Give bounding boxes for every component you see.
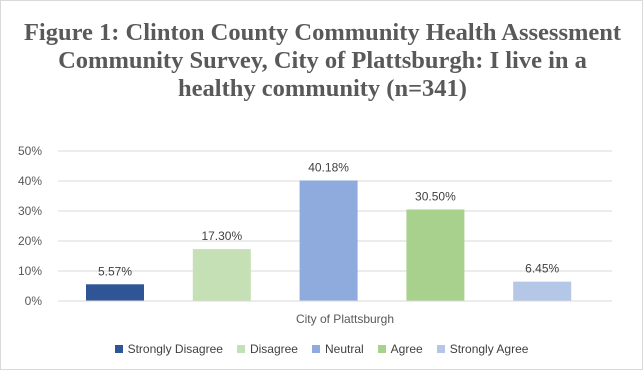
y-tick-label: 20% <box>18 234 42 248</box>
bar-agree <box>406 209 465 301</box>
legend-swatch <box>377 345 386 353</box>
bar-strongly-agree <box>513 281 572 301</box>
chart-title: Figure 1: Clinton County Community Healt… <box>23 19 622 102</box>
legend-label: Neutral <box>324 342 364 356</box>
y-tick-label: 50% <box>18 144 42 158</box>
legend-label: Agree <box>390 342 423 356</box>
legend-item: Agree <box>377 342 423 356</box>
x-tick-label: City of Plattsburgh <box>296 312 394 326</box>
data-labels: 5.57% 17.30% 40.18% 30.50% 6.45% <box>98 160 560 278</box>
bar-strongly-disagree <box>86 284 144 301</box>
legend-swatch <box>436 345 445 353</box>
legend-label: Disagree <box>249 342 298 356</box>
y-tick-label: 10% <box>18 264 42 278</box>
legend-label: Strongly Agree <box>449 342 529 356</box>
legend-swatch <box>311 345 320 353</box>
y-tick-label: 40% <box>18 174 42 188</box>
y-tick-label: 30% <box>18 204 42 218</box>
y-tick-label: 0% <box>25 294 43 308</box>
x-axis: City of Plattsburgh <box>58 300 612 326</box>
legend-item: Strongly Disagree <box>114 342 223 356</box>
bar-neutral <box>299 180 358 301</box>
legend-item: Neutral <box>311 342 364 356</box>
data-label: 30.50% <box>415 190 456 204</box>
legend-item: Strongly Agree <box>436 342 529 356</box>
bars <box>86 180 572 301</box>
data-label: 17.30% <box>201 229 242 243</box>
y-axis: 0% 10% 20% 30% 40% 50% <box>18 144 42 308</box>
data-label: 6.45% <box>525 262 559 276</box>
bar-disagree <box>192 249 251 301</box>
legend-item: Disagree <box>236 342 298 356</box>
chart-legend: Strongly Disagree Disagree Neutral Agree Str… <box>0 342 643 356</box>
legend-swatch <box>236 345 245 353</box>
legend-label: Strongly Disagree <box>127 342 223 356</box>
data-label: 40.18% <box>308 160 349 174</box>
data-label: 5.57% <box>98 264 132 278</box>
legend-swatch <box>114 345 123 353</box>
